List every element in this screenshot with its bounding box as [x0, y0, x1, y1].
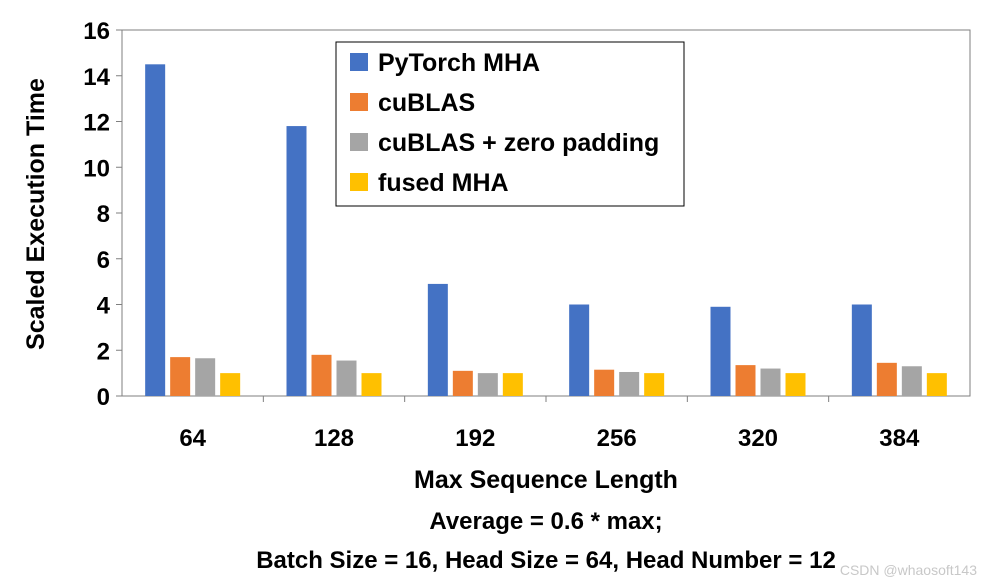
bar-cublas-192 [452, 370, 473, 396]
y-tick-label: 6 [97, 247, 110, 274]
bar-pytorch-mha-320 [710, 306, 731, 396]
legend-swatch [350, 53, 368, 71]
y-tick-label: 0 [97, 384, 110, 411]
legend-label: fused MHA [378, 169, 509, 197]
legend-box [335, 41, 685, 207]
y-tick-label: 10 [83, 155, 110, 182]
y-tick-label: 14 [83, 64, 110, 91]
bar-cublas-zero-padding-384 [901, 366, 922, 396]
bar-pytorch-mha-192 [427, 283, 448, 396]
y-axis-title: Scaled Execution Time [22, 78, 50, 350]
legend-swatch [350, 173, 368, 191]
legend-swatch [350, 133, 368, 151]
legend-label: PyTorch MHA [378, 49, 540, 77]
bar-cublas-256 [594, 369, 615, 396]
bar-cublas-zero-padding-256 [619, 371, 640, 396]
bar-fused-mha-384 [926, 373, 947, 396]
bar-fused-mha-256 [644, 373, 665, 396]
bar-cublas-zero-padding-320 [760, 368, 781, 396]
watermark: CSDN @whaosoft143 [839, 562, 977, 578]
legend-label: cuBLAS + zero padding [378, 129, 659, 157]
x-tick-label: 128 [314, 425, 354, 452]
legend-swatch [350, 93, 368, 111]
y-tick-label: 12 [83, 110, 110, 137]
annotation-params: Batch Size = 16, Head Size = 64, Head Nu… [256, 547, 836, 574]
legend-label: cuBLAS [378, 89, 475, 117]
bar-fused-mha-192 [502, 373, 523, 396]
x-tick-label: 256 [597, 425, 637, 452]
x-tick-label: 64 [179, 425, 206, 452]
bar-cublas-zero-padding-192 [477, 373, 498, 396]
y-tick-label: 4 [97, 293, 111, 320]
x-tick-label: 384 [879, 425, 920, 452]
x-axis-title: Max Sequence Length [414, 466, 678, 494]
y-tick-label: 2 [97, 338, 110, 365]
bar-cublas-128 [311, 354, 332, 396]
bar-pytorch-mha-256 [569, 304, 590, 396]
bar-cublas-384 [876, 362, 897, 396]
bar-pytorch-mha-384 [851, 304, 872, 396]
bar-fused-mha-64 [220, 373, 241, 396]
bar-cublas-zero-padding-64 [195, 358, 216, 396]
bar-cublas-zero-padding-128 [336, 360, 357, 396]
bar-cublas-64 [170, 357, 191, 396]
x-tick-label: 192 [455, 425, 495, 452]
bars-group [145, 64, 947, 396]
y-tick-label: 8 [97, 201, 110, 228]
x-axis-ticks: 64 128 192 256 320 384 [179, 396, 920, 452]
y-axis-ticks: 0 2 4 6 8 10 12 14 16 [83, 18, 122, 411]
y-tick-label: 16 [83, 18, 110, 45]
annotation-average: Average = 0.6 * max; [429, 508, 662, 535]
bar-fused-mha-128 [361, 373, 382, 396]
bar-pytorch-mha-128 [286, 126, 307, 396]
x-tick-label: 320 [738, 425, 778, 452]
bar-cublas-320 [735, 365, 756, 396]
bar-fused-mha-320 [785, 373, 806, 396]
bar-pytorch-mha-64 [145, 64, 166, 396]
legend: PyTorch MHA cuBLAS cuBLAS + zero padding fu… [335, 41, 685, 207]
